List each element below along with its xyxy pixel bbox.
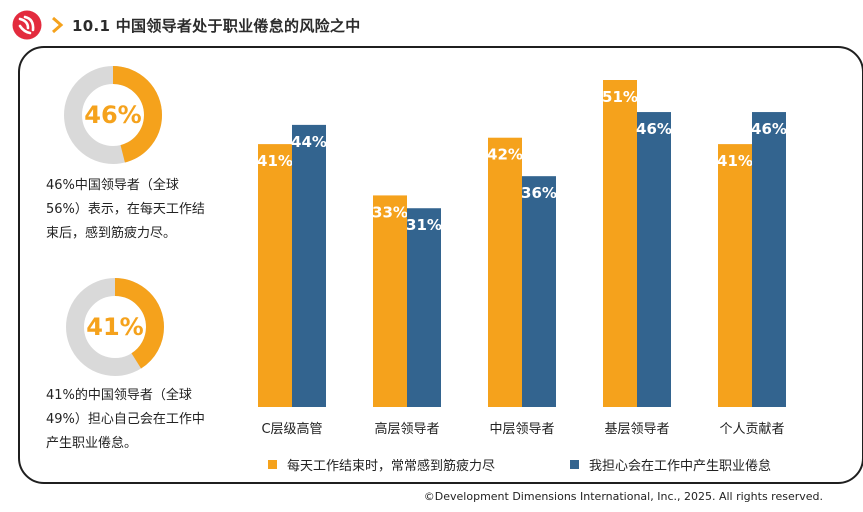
- legend-swatch: [268, 460, 277, 469]
- data-label: 31%: [406, 216, 442, 234]
- copyright-footer: ©Development Dimensions International, I…: [423, 490, 823, 503]
- data-label: 46%: [751, 120, 787, 138]
- legend-item-1: 我担心会在工作中产生职业倦怠: [570, 455, 771, 474]
- legend-label: 每天工作结束时，常常感到筋疲力尽: [287, 459, 496, 474]
- data-label: 36%: [521, 184, 557, 202]
- bar-C层级高管-exhausted: [258, 144, 292, 407]
- page-title: 10.1 中国领导者处于职业倦怠的风险之中: [72, 16, 361, 35]
- legend-label: 我担心会在工作中产生职业倦怠: [589, 459, 772, 474]
- donut-chart-41: 41%: [66, 278, 164, 376]
- data-label: 44%: [291, 133, 327, 151]
- legend-item-0: 每天工作结束时，常常感到筋疲力尽: [268, 455, 495, 474]
- bar-高层领导者-burnout: [407, 208, 441, 407]
- bar-中层领导者-burnout: [522, 176, 556, 407]
- legend-swatch: [570, 460, 579, 469]
- stat-description-2: 41%的中国领导者（全球 49%）担心自己会在工作中 产生职业倦怠。: [46, 388, 205, 451]
- chevron-right-icon: [52, 16, 64, 34]
- bar-个人贡献者-exhausted: [718, 144, 752, 407]
- data-label: 46%: [636, 120, 672, 138]
- data-label: 42%: [487, 146, 523, 164]
- bar-chart: 41%44%C层级高管33%31%高层领导者42%36%中层领导者51%46%基…: [257, 80, 787, 437]
- donut-chart-46: 46%: [64, 66, 162, 164]
- data-label: 33%: [372, 203, 408, 221]
- stat-description-1: 46%中国领导者（全球 56%）表示，在每天工作结 束后，感到筋疲力尽。: [46, 178, 205, 241]
- bar-个人贡献者-burnout: [752, 112, 786, 407]
- bar-基层领导者-exhausted: [603, 80, 637, 407]
- ddi-logo-icon: [12, 10, 42, 40]
- category-label: 个人贡献者: [719, 422, 784, 437]
- donut-fill: [64, 66, 162, 164]
- bar-中层领导者-exhausted: [488, 137, 522, 407]
- category-label: 基层领导者: [604, 422, 669, 437]
- data-label: 41%: [257, 152, 293, 170]
- donut-value: 41%: [86, 313, 143, 341]
- donut-value: 46%: [84, 101, 141, 129]
- bar-高层领导者-exhausted: [373, 195, 407, 407]
- donut-fill: [66, 278, 164, 376]
- header: 10.1 中国领导者处于职业倦怠的风险之中: [12, 8, 361, 42]
- data-label: 51%: [602, 88, 638, 106]
- category-label: C层级高管: [261, 421, 322, 437]
- data-label: 41%: [717, 152, 753, 170]
- bar-C层级高管-burnout: [292, 124, 326, 407]
- bar-基层领导者-burnout: [637, 112, 671, 407]
- category-label: 高层领导者: [374, 421, 439, 437]
- category-label: 中层领导者: [489, 422, 554, 437]
